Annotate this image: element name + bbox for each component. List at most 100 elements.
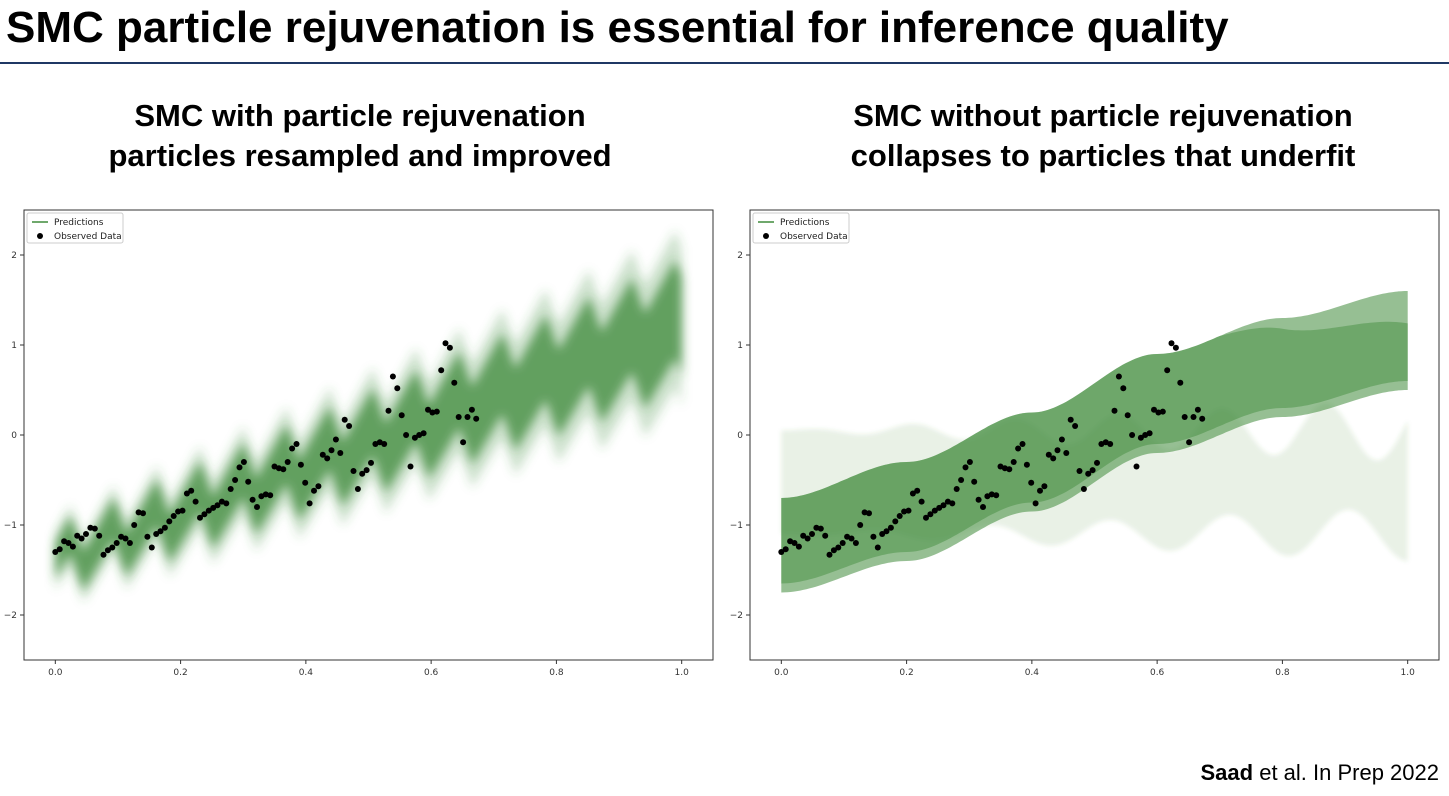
observed-point [835, 544, 842, 551]
observed-point [56, 546, 63, 553]
observed-point [830, 547, 837, 554]
observed-point [1063, 450, 1070, 456]
observed-point [223, 500, 230, 507]
observed-point [306, 500, 313, 507]
observed-point [870, 533, 877, 540]
observed-point [1080, 486, 1087, 492]
observed-point [1032, 500, 1039, 507]
prediction-band-inner [781, 321, 1408, 584]
observed-point [446, 344, 453, 351]
observed-point [332, 436, 339, 443]
observed-point [205, 507, 212, 514]
left-chart-heading: SMC with particle rejuvenation particles… [10, 96, 710, 176]
observed-point [1076, 468, 1083, 474]
observed-point [131, 522, 138, 528]
x-tick-label: 0.6 [424, 668, 439, 678]
observed-point [795, 543, 802, 550]
observed-point [249, 496, 256, 503]
observed-point [1194, 406, 1201, 413]
observed-point [1120, 385, 1127, 392]
citation: Saad et al. In Prep 2022 [1201, 760, 1440, 786]
observed-point [1151, 406, 1157, 413]
observed-point [442, 340, 449, 347]
observed-point [140, 510, 146, 517]
observed-point [227, 486, 234, 492]
observed-point [1172, 344, 1179, 351]
observed-point [166, 518, 173, 525]
left-heading-line1: SMC with particle rejuvenation [134, 98, 586, 133]
observed-point [826, 551, 833, 558]
observed-point [883, 528, 890, 535]
observed-point [433, 408, 440, 415]
slide-title: SMC particle rejuvenation is essential f… [6, 3, 1229, 52]
observed-point [438, 367, 445, 374]
plot-area [52, 230, 682, 603]
observed-point [1045, 451, 1052, 458]
observed-point [791, 540, 798, 546]
x-tick-label: 0.6 [1150, 668, 1165, 678]
observed-point [232, 477, 239, 483]
observed-point [896, 513, 903, 519]
observed-point [1085, 470, 1092, 477]
y-tick-label: 1 [737, 341, 743, 351]
observed-point [179, 507, 186, 514]
observed-point [337, 450, 344, 456]
observed-point [1028, 479, 1035, 486]
observed-point [975, 496, 982, 503]
observed-point [91, 525, 98, 532]
observed-point [148, 544, 155, 551]
observed-point [809, 531, 815, 537]
observed-point [800, 532, 807, 539]
observed-point [389, 373, 396, 380]
y-tick-label: −2 [4, 611, 17, 621]
observed-point [411, 434, 418, 441]
title-divider [0, 62, 1449, 64]
observed-point [1054, 447, 1061, 454]
legend: Predictions Observed Data [752, 212, 850, 244]
observed-point [1186, 439, 1193, 446]
observed-point [1168, 340, 1175, 347]
y-tick-label: 0 [737, 431, 743, 441]
legend-label-observed: Observed Data [54, 232, 122, 242]
observed-point [324, 455, 331, 462]
observed-point [69, 543, 76, 550]
left-chart: 0.0 0.2 0.4 0.6 0.8 1.0 2 1 0 −1 −2 Predictions Obse… [4, 209, 714, 678]
observed-point [201, 511, 208, 518]
observed-point [109, 544, 116, 551]
observed-point [192, 498, 199, 505]
observed-point [817, 525, 824, 532]
observed-point [905, 507, 912, 514]
observed-point [157, 528, 164, 535]
observed-point [214, 502, 221, 509]
observed-point [126, 540, 133, 546]
observed-point [104, 547, 111, 554]
right-chart-heading: SMC without particle rejuvenation collap… [753, 96, 1449, 176]
y-tick-label: 2 [11, 251, 17, 261]
observed-point [1199, 415, 1206, 422]
observed-point [923, 514, 929, 521]
observed-point [236, 464, 243, 471]
observed-point [1050, 455, 1057, 462]
observed-point [52, 549, 59, 555]
observed-point [909, 490, 916, 497]
observed-point [302, 479, 309, 486]
observed-point [782, 546, 789, 553]
observed-point [1124, 412, 1131, 419]
observed-point [170, 513, 177, 519]
observed-point [949, 500, 956, 507]
legend-marker-observed [763, 233, 769, 239]
observed-point [1111, 407, 1118, 414]
observed-point [866, 510, 872, 517]
observed-point [1190, 414, 1197, 420]
observed-point [280, 466, 287, 473]
observed-point [144, 533, 151, 540]
legend-box [26, 212, 124, 244]
legend-label-predictions: Predictions [780, 218, 830, 228]
observed-point [245, 478, 252, 485]
observed-point [822, 532, 829, 539]
observed-point [311, 487, 317, 494]
observed-point [368, 459, 374, 466]
y-tick-label: 1 [11, 341, 17, 351]
observed-point [857, 522, 864, 528]
observed-point [319, 451, 326, 458]
